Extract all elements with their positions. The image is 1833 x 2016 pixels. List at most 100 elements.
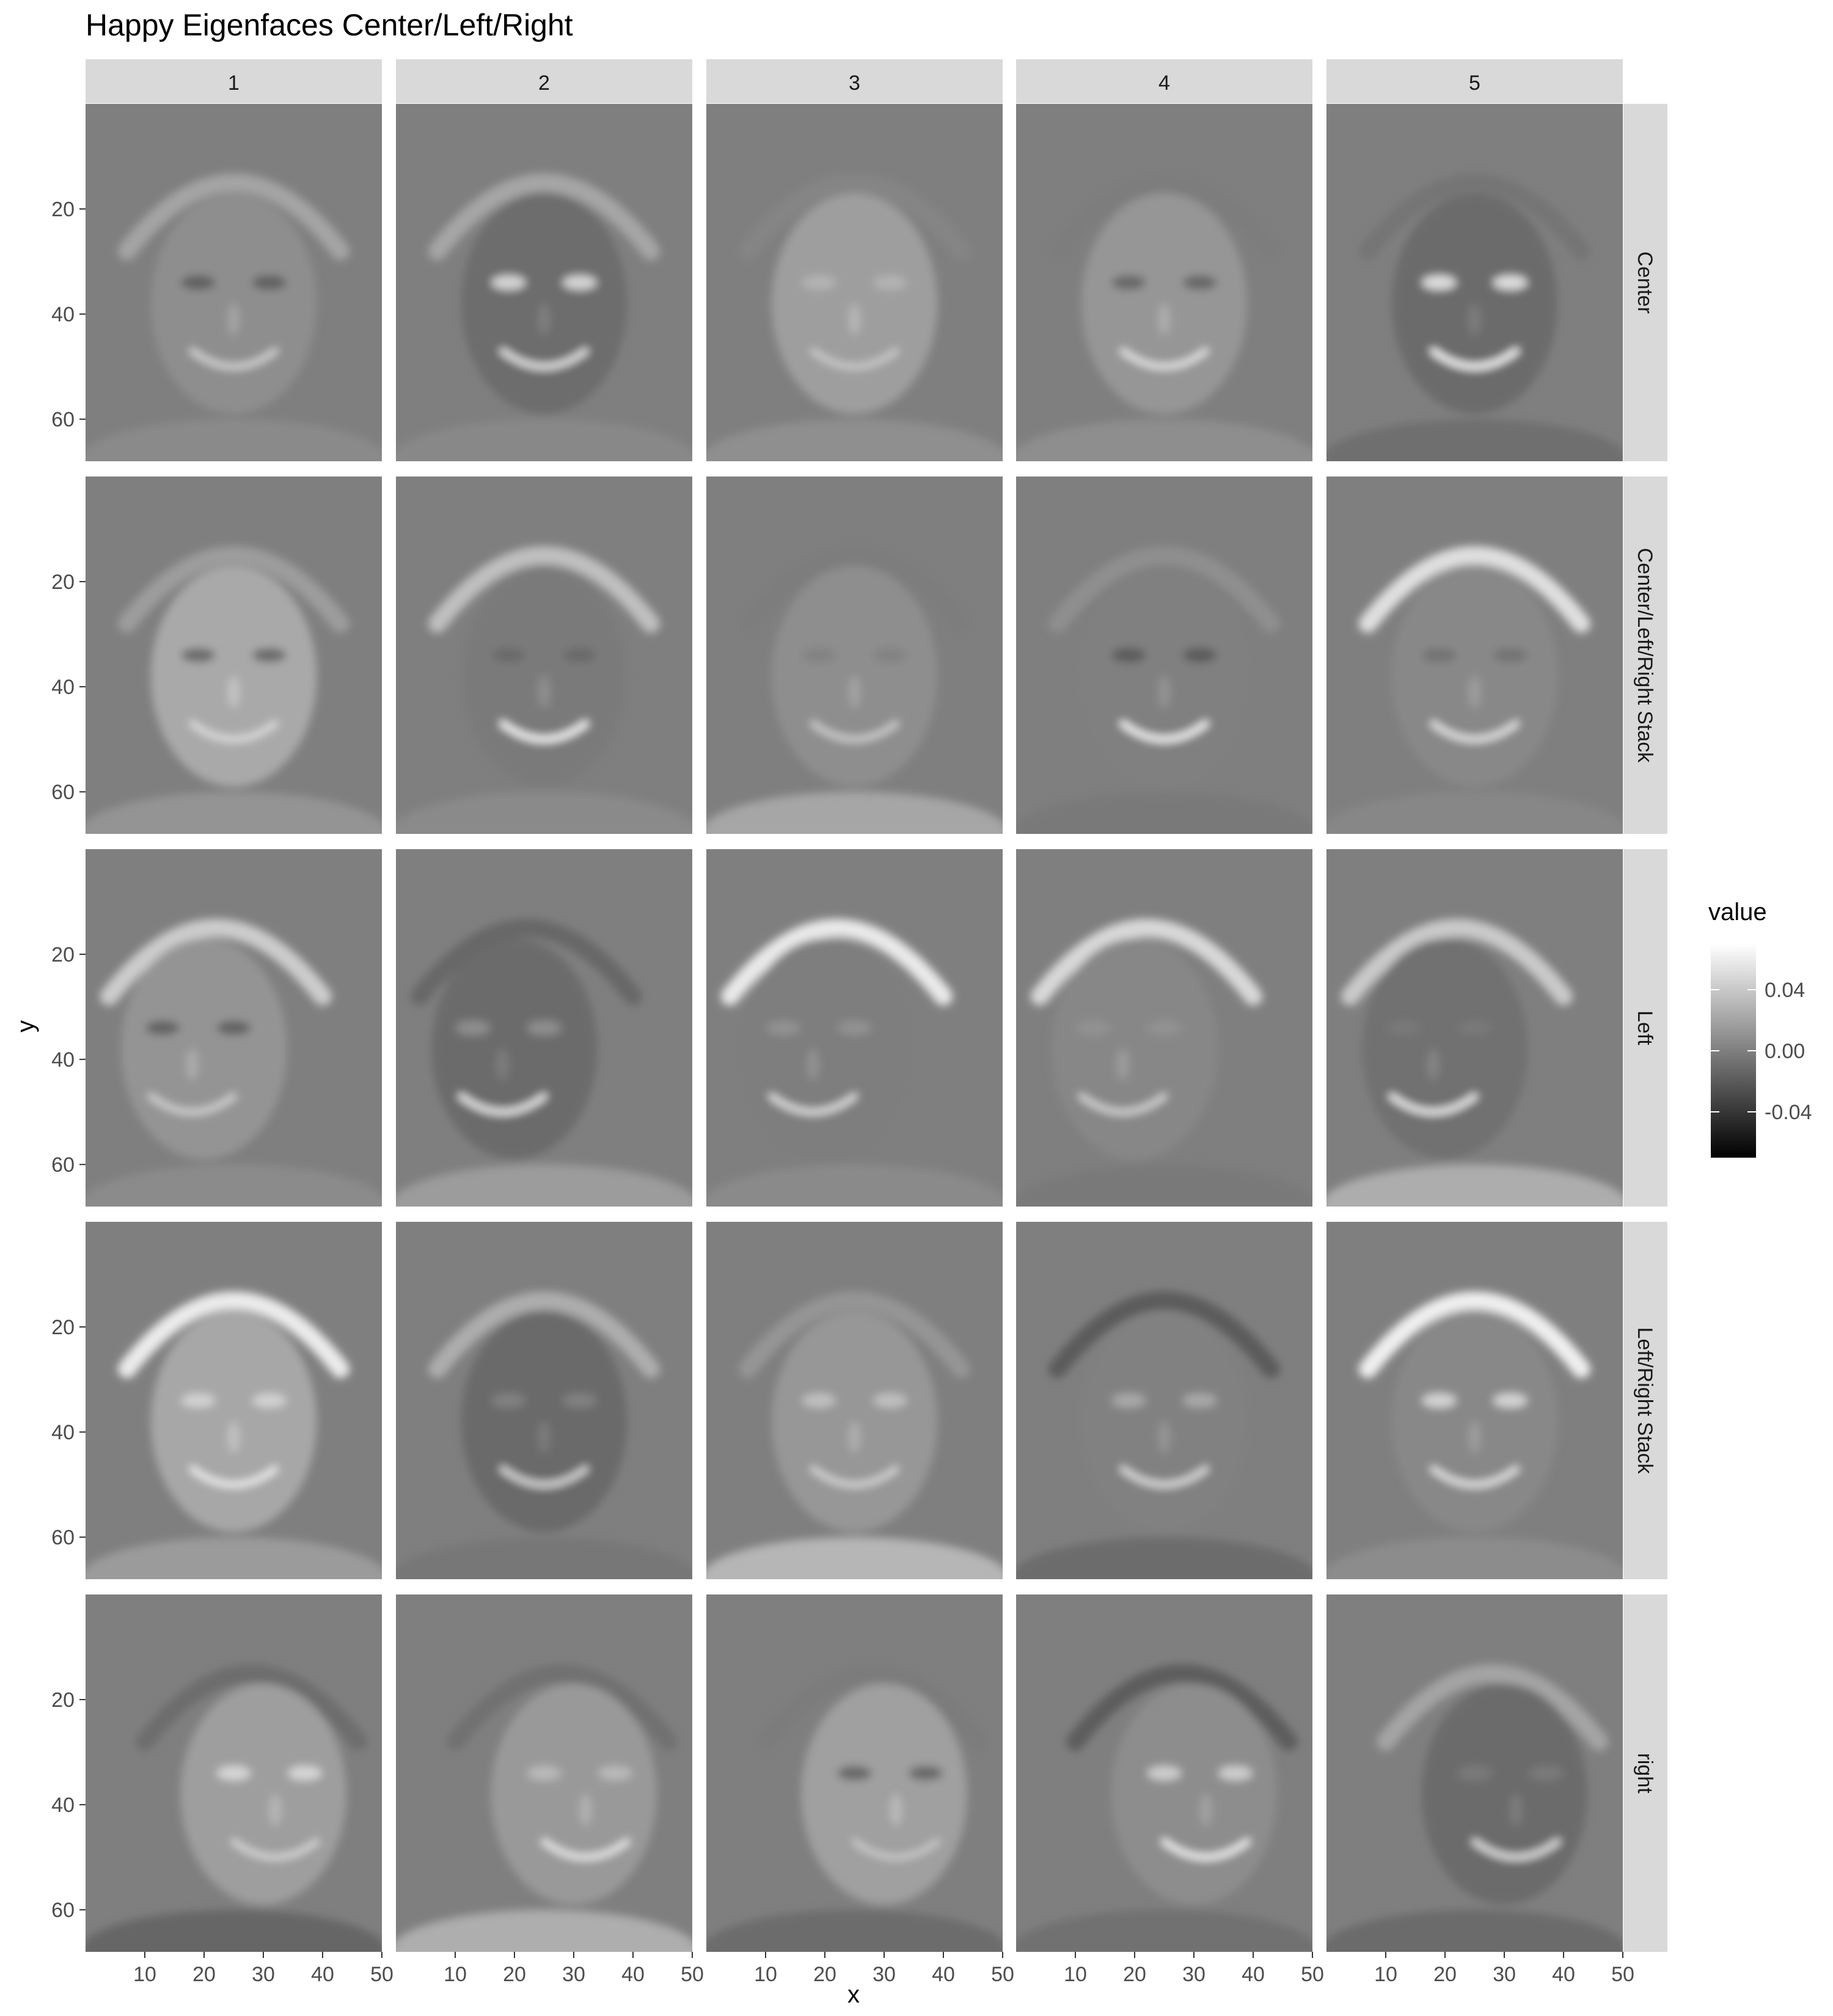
y-tick-label: 40 xyxy=(51,303,75,326)
column-strip-label: 4 xyxy=(1158,71,1170,95)
y-axes: 20 40 60 20 40 60 20 40 60 20 40 60 20 40 60 xyxy=(51,198,86,1922)
row-strip-label: Left/Right Stack xyxy=(1633,1327,1656,1474)
panel-left-right-stack-4 xyxy=(1016,1222,1312,1579)
chart-title: Happy Eigenfaces Center/Left/Right xyxy=(86,8,573,42)
eigenface-image xyxy=(396,1664,692,1952)
y-tick-label: 40 xyxy=(51,1421,75,1444)
eigenface-image xyxy=(1016,173,1312,461)
column-strips: 1 2 3 4 5 xyxy=(86,59,1623,103)
facet-panels xyxy=(86,104,1623,1952)
x-tick-label: 10 xyxy=(754,1963,777,1986)
y-tick-label: 60 xyxy=(51,408,75,431)
eigenface-image xyxy=(1326,919,1623,1207)
y-axis-title: y xyxy=(12,1020,39,1032)
panel-center-5 xyxy=(1326,104,1623,461)
eigenface-image xyxy=(706,546,1003,834)
eigenface-image xyxy=(396,173,692,461)
eigenface-image xyxy=(1016,1291,1312,1579)
y-tick-label: 40 xyxy=(51,1794,75,1817)
panel-left-4 xyxy=(1016,849,1312,1207)
column-strip-3 xyxy=(706,59,1003,103)
panel-center-left-right-stack-3 xyxy=(706,477,1003,834)
x-tick-label: 40 xyxy=(1242,1963,1265,1986)
eigenface-image xyxy=(1326,1664,1623,1952)
legend-tick-label: -0.04 xyxy=(1765,1101,1812,1124)
eigenface-image xyxy=(706,1291,1003,1579)
x-tick-label: 30 xyxy=(1182,1963,1206,1986)
panel-left-right-stack-2 xyxy=(396,1222,692,1579)
row-strip-label: Center xyxy=(1633,251,1656,313)
eigenface-image xyxy=(706,919,1003,1207)
eigenface-image xyxy=(86,1291,382,1579)
eigenface-image xyxy=(396,1291,692,1579)
panel-right-1 xyxy=(86,1594,382,1952)
y-tick-label: 20 xyxy=(51,1689,75,1712)
column-strip-label: 2 xyxy=(538,71,550,95)
eigenface-image xyxy=(396,546,692,834)
y-tick-label: 40 xyxy=(51,1048,75,1072)
x-tick-label: 50 xyxy=(681,1963,704,1986)
panel-center-3 xyxy=(706,104,1003,461)
x-tick-label: 20 xyxy=(1123,1963,1146,1986)
eigenface-image xyxy=(86,173,382,461)
eigenface-image xyxy=(706,1664,1003,1952)
row-strip-label: Left xyxy=(1633,1010,1656,1045)
column-strip-5 xyxy=(1326,59,1623,103)
x-axes: 10 20 30 40 50 10 20 30 40 50 10 20 30 40 50 10 20 30 40 50… xyxy=(133,1952,1634,1986)
panel-right-4 xyxy=(1016,1594,1312,1952)
eigenface-image xyxy=(86,546,382,834)
panel-center-left-right-stack-1 xyxy=(86,477,382,834)
y-tick-label: 60 xyxy=(51,781,75,804)
legend-ticks: 0.04 0.00 -0.04 xyxy=(1711,979,1812,1124)
x-tick-label: 40 xyxy=(1552,1963,1575,1986)
x-tick-label: 10 xyxy=(1064,1963,1087,1986)
y-tick-label: 60 xyxy=(51,1899,75,1922)
row-strip-left xyxy=(1623,849,1667,1207)
panel-center-2 xyxy=(396,104,692,461)
x-tick-label: 20 xyxy=(192,1963,216,1986)
x-tick-label: 20 xyxy=(503,1963,526,1986)
column-strip-label: 1 xyxy=(228,71,240,95)
eigenface-image xyxy=(1016,1664,1312,1952)
panel-center-4 xyxy=(1016,104,1312,461)
panel-left-5 xyxy=(1326,849,1623,1207)
y-tick-label: 40 xyxy=(51,676,75,699)
panel-left-right-stack-1 xyxy=(86,1222,382,1579)
column-strip-label: 5 xyxy=(1469,71,1480,95)
row-strip-label: right xyxy=(1633,1753,1656,1794)
x-tick-label: 10 xyxy=(133,1963,156,1986)
x-tick-label: 40 xyxy=(311,1963,334,1986)
y-tick-label: 20 xyxy=(51,571,75,594)
y-tick-label: 20 xyxy=(51,943,75,966)
y-tick-label: 20 xyxy=(51,198,75,221)
panel-left-right-stack-3 xyxy=(706,1222,1003,1579)
eigenface-image xyxy=(86,919,382,1207)
panel-left-right-stack-5 xyxy=(1326,1222,1623,1579)
row-strip-right xyxy=(1623,1594,1667,1952)
x-tick-label: 50 xyxy=(1611,1963,1634,1986)
column-strip-label: 3 xyxy=(849,71,860,95)
panel-right-3 xyxy=(706,1594,1003,1952)
row-strip-center xyxy=(1623,104,1667,461)
x-tick-label: 20 xyxy=(1433,1963,1457,1986)
eigenface-image xyxy=(1016,546,1312,834)
x-tick-label: 10 xyxy=(1374,1963,1397,1986)
column-strip-2 xyxy=(396,59,692,103)
x-tick-label: 30 xyxy=(873,1963,896,1986)
y-tick-label: 60 xyxy=(51,1526,75,1549)
eigenface-image xyxy=(1016,919,1312,1207)
eigenface-image xyxy=(86,1664,382,1952)
legend-title: value xyxy=(1708,899,1767,926)
panel-left-1 xyxy=(86,849,382,1207)
column-strip-1 xyxy=(86,59,382,103)
panel-right-2 xyxy=(396,1594,692,1952)
legend-tick-label: 0.00 xyxy=(1765,1040,1805,1063)
x-tick-label: 50 xyxy=(991,1963,1014,1986)
eigenface-image xyxy=(1326,546,1623,834)
x-axis-title: x xyxy=(847,1981,860,2008)
row-strip-center-left-right-stack xyxy=(1623,477,1667,834)
panel-left-3 xyxy=(706,849,1003,1207)
panel-left-2 xyxy=(396,849,692,1207)
x-tick-label: 30 xyxy=(1493,1963,1516,1986)
y-tick-label: 60 xyxy=(51,1153,75,1177)
